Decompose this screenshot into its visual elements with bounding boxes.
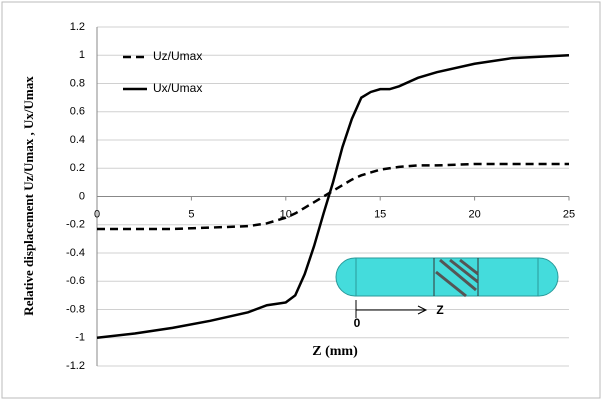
- inset-label: 0: [354, 316, 361, 330]
- x-tick-label: 20: [468, 208, 480, 220]
- y-tick-label: -0.2: [66, 219, 85, 231]
- x-tick-label: 10: [280, 208, 292, 220]
- inset-label: Z: [436, 303, 443, 317]
- y-tick-label: -0.8: [66, 303, 85, 315]
- y-tick-label: 1: [79, 49, 85, 61]
- chart: Z (mm) Relative displacement Uz/Umax , U…: [0, 0, 603, 400]
- y-tick-label: 1.2: [70, 21, 85, 33]
- x-tick-label: 15: [374, 208, 386, 220]
- x-tick-label: 25: [563, 208, 575, 220]
- x-tick-label: 0: [94, 208, 100, 220]
- y-tick-label: 0.8: [70, 77, 85, 89]
- y-tick-label: 0.4: [70, 134, 85, 146]
- y-tick-label: 0.6: [70, 106, 85, 118]
- y-axis-label: Relative displacement Uz/Umax , Ux/Umax: [21, 76, 36, 316]
- y-tick-label: 0.2: [70, 162, 85, 174]
- legend-label: Ux/Umax: [153, 81, 202, 95]
- y-tick-label: -0.6: [66, 275, 85, 287]
- y-tick-label: -1.2: [66, 360, 85, 372]
- legend-label: Uz/Umax: [153, 49, 202, 63]
- y-tick-label: 0: [79, 190, 85, 202]
- y-tick-label: -0.4: [66, 247, 85, 259]
- y-tick-label: -1: [75, 332, 85, 344]
- chart-frame: [2, 2, 600, 398]
- x-tick-label: 5: [188, 208, 194, 220]
- x-axis-label: Z (mm): [312, 344, 358, 359]
